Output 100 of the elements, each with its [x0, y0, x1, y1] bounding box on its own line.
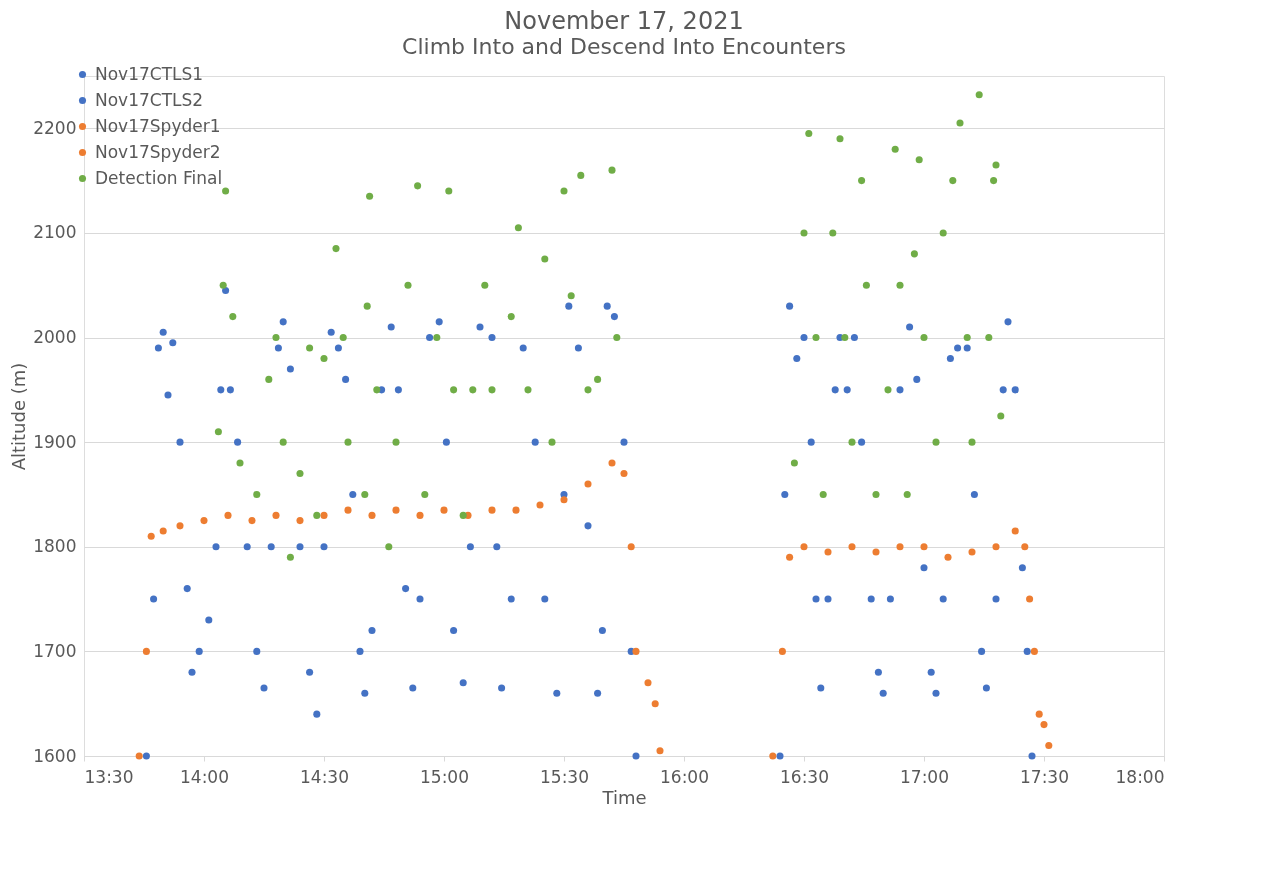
- point: [963, 344, 971, 352]
- point: [656, 747, 664, 755]
- point: [874, 668, 882, 676]
- point: [344, 506, 352, 514]
- point: [786, 553, 794, 561]
- point: [644, 679, 652, 687]
- point: [824, 548, 832, 556]
- point: [272, 511, 280, 519]
- point: [793, 354, 801, 362]
- y-tick-label: 2200: [33, 117, 77, 138]
- y-axis-title: Altitude (m): [8, 362, 30, 471]
- y-tick-label: 1900: [33, 431, 77, 452]
- point: [858, 438, 866, 446]
- point: [896, 386, 904, 394]
- point: [978, 647, 986, 655]
- point: [560, 496, 568, 504]
- point: [584, 480, 592, 488]
- x-tick-label: 15:30: [540, 766, 589, 787]
- point: [1004, 318, 1012, 326]
- y-tick-label: 1600: [33, 745, 77, 766]
- point: [812, 595, 820, 603]
- y-tick-label: 1700: [33, 640, 77, 661]
- point: [944, 553, 952, 561]
- point: [632, 647, 640, 655]
- point: [824, 595, 832, 603]
- point: [1011, 386, 1019, 394]
- point: [879, 689, 887, 697]
- point: [939, 595, 947, 603]
- point: [843, 386, 851, 394]
- point: [440, 506, 448, 514]
- point: [776, 752, 784, 760]
- point: [159, 527, 167, 535]
- point: [392, 506, 400, 514]
- point: [872, 548, 880, 556]
- x-tick-label: 13:30: [84, 766, 134, 787]
- point: [800, 543, 808, 551]
- point: [848, 543, 856, 551]
- y-tick-label: 2000: [33, 327, 77, 348]
- point: [850, 334, 858, 342]
- legend-label: Nov17Spyder2: [95, 141, 221, 162]
- point: [142, 647, 150, 655]
- point: [1040, 721, 1048, 729]
- point: [906, 323, 914, 331]
- point: [982, 684, 990, 692]
- point: [954, 344, 962, 352]
- y-tick-label: 2100: [33, 222, 77, 243]
- point: [512, 506, 520, 514]
- x-tick-label: 18:00: [1115, 766, 1165, 787]
- x-tick-label: 16:00: [660, 766, 709, 787]
- point: [224, 511, 232, 519]
- point: [831, 386, 839, 394]
- point: [769, 752, 777, 760]
- point: [536, 501, 544, 509]
- x-axis-title: Time: [601, 786, 647, 808]
- point: [176, 522, 184, 530]
- point: [1026, 595, 1034, 603]
- legend-label: Nov17Spyder1: [95, 115, 221, 136]
- point: [1028, 752, 1036, 760]
- point: [800, 334, 808, 342]
- x-tick-label: 17:00: [900, 766, 949, 787]
- x-tick-label: 17:30: [1020, 766, 1069, 787]
- point: [778, 647, 786, 655]
- chart-title: November 17, 2021: [504, 7, 744, 35]
- point: [135, 752, 143, 760]
- point: [781, 490, 789, 498]
- point: [1018, 564, 1026, 572]
- point: [1035, 710, 1043, 718]
- chart-subtitle: Climb Into and Descend Into Encounters: [402, 34, 846, 59]
- point: [1021, 543, 1029, 551]
- point: [886, 595, 894, 603]
- point: [200, 517, 208, 525]
- point: [488, 506, 496, 514]
- point: [913, 375, 921, 383]
- point: [1030, 647, 1038, 655]
- point: [807, 438, 815, 446]
- point: [651, 700, 659, 708]
- point: [416, 511, 424, 519]
- point: [992, 543, 1000, 551]
- point: [999, 386, 1007, 394]
- point: [248, 517, 256, 525]
- point: [147, 532, 155, 540]
- point: [1011, 527, 1019, 535]
- point: [896, 543, 904, 551]
- x-tick-label: 16:30: [780, 766, 829, 787]
- point: [627, 543, 635, 551]
- point: [786, 302, 794, 310]
- point: [817, 684, 825, 692]
- x-tick-label: 15:00: [420, 766, 469, 787]
- y-tick-label: 1800: [33, 536, 77, 557]
- point: [1045, 742, 1053, 750]
- point: [920, 564, 928, 572]
- point: [620, 470, 628, 478]
- point: [927, 668, 935, 676]
- point: [992, 595, 1000, 603]
- point: [968, 548, 976, 556]
- point: [1023, 647, 1031, 655]
- legend-label: Nov17CTLS1: [95, 63, 204, 84]
- point: [320, 511, 328, 519]
- point: [296, 517, 304, 525]
- legend-label: Nov17CTLS2: [95, 89, 204, 110]
